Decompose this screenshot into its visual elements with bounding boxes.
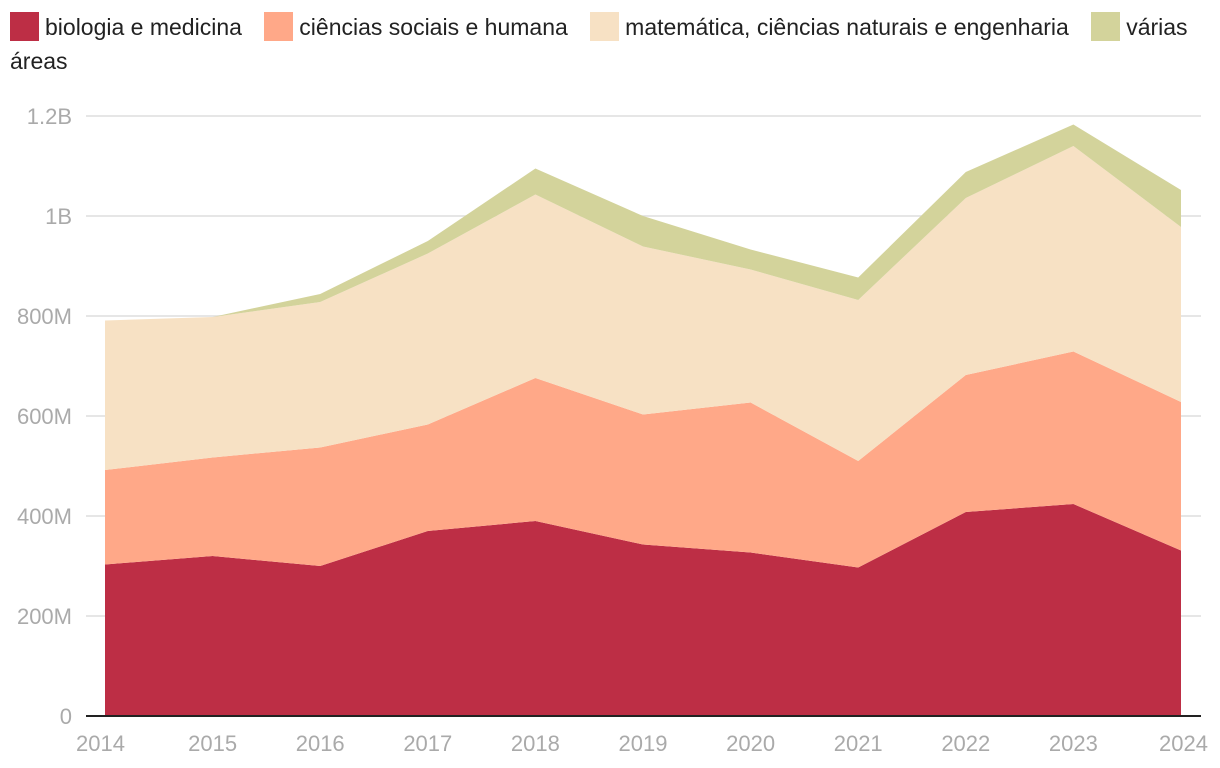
legend-label: matemática, ciências naturais e engenhar… bbox=[625, 14, 1069, 40]
legend-swatch bbox=[10, 12, 39, 41]
x-tick-label: 2017 bbox=[403, 731, 452, 756]
y-axis-tick-labels: 0 200M 400M 600M 800M 1B 1.2B bbox=[17, 104, 72, 729]
y-tick-label: 600M bbox=[17, 404, 72, 429]
legend-item-ciencias-sociais-e-humana: ciências sociais e humana bbox=[264, 12, 568, 41]
area-matematica-ciencias-naturais-e-engenharia bbox=[105, 146, 1181, 470]
x-tick-label: 2018 bbox=[511, 731, 560, 756]
x-tick-label: 2024 bbox=[1159, 731, 1208, 756]
x-axis-tick-labels: 2014 2015 2016 2017 2018 2019 2020 2021 2022 2023… bbox=[76, 731, 1208, 756]
legend-swatch bbox=[590, 12, 620, 41]
area-varias-areas bbox=[105, 124, 1181, 321]
x-tick-label: 2021 bbox=[834, 731, 883, 756]
x-tick-label: 2023 bbox=[1049, 731, 1098, 756]
x-tick-label: 2022 bbox=[941, 731, 990, 756]
y-tick-label: 0 bbox=[60, 704, 72, 729]
legend-label: biologia e medicina bbox=[45, 14, 242, 40]
legend-item-varias-areas: várias áreas bbox=[10, 12, 1188, 74]
legend-label: ciências sociais e humana bbox=[299, 14, 568, 40]
y-tick-label: 800M bbox=[17, 304, 72, 329]
x-tick-label: 2016 bbox=[296, 731, 345, 756]
legend-swatch bbox=[264, 12, 294, 41]
x-tick-label: 2014 bbox=[76, 731, 125, 756]
x-tick-label: 2020 bbox=[726, 731, 775, 756]
legend-swatch bbox=[1091, 12, 1121, 41]
y-tick-label: 1B bbox=[45, 204, 72, 229]
x-tick-label: 2019 bbox=[619, 731, 668, 756]
legend: biologia e medicina ciências sociais e h… bbox=[10, 10, 1210, 78]
area-ciencias-sociais-e-humana bbox=[105, 351, 1181, 568]
legend-item-biologia-e-medicina: biologia e medicina bbox=[10, 12, 242, 41]
y-tick-label: 400M bbox=[17, 504, 72, 529]
x-tick-label: 2015 bbox=[188, 731, 237, 756]
y-tick-label: 1.2B bbox=[27, 104, 72, 129]
y-tick-label: 200M bbox=[17, 604, 72, 629]
plot-areas bbox=[105, 124, 1181, 716]
legend-label: várias áreas bbox=[10, 14, 1188, 74]
legend-item-matematica-ciencias-naturais-e-engenharia: matemática, ciências naturais e engenhar… bbox=[590, 12, 1069, 41]
area-biologia-e-medicina bbox=[105, 504, 1181, 716]
